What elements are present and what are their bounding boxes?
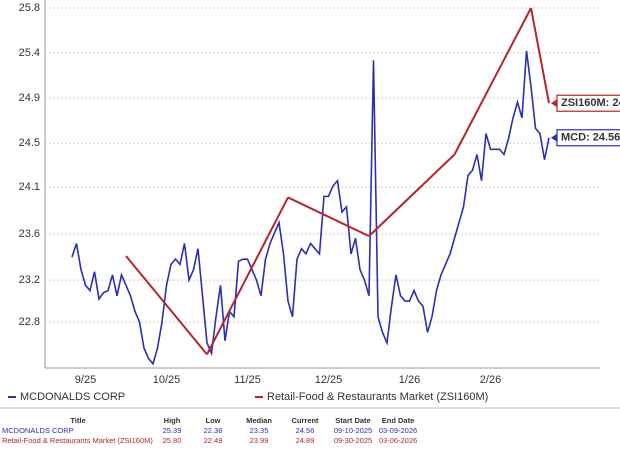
x-tick-label: 10/25 [153,374,181,386]
table-cell: 09-30-2025 [334,436,372,445]
table-cell: 25.39 [163,426,182,435]
table-header: Median [246,416,272,425]
table-cell: 23.35 [250,426,269,435]
series-segment [453,7,532,155]
y-tick-label: 23.6 [19,228,40,240]
end-label-pointer [551,133,557,142]
series-segment [206,196,289,355]
table-cell: 24.89 [296,436,315,445]
end-label-text: ZSI160M: 24.89 [561,97,620,109]
series-line [71,50,550,366]
end-label-pointer [551,99,557,108]
series-segment [530,7,550,104]
y-tick-label: 24.5 [19,137,40,149]
series-segment [368,153,456,237]
series-segment [287,196,370,238]
y-tick-label: 24.1 [19,181,40,193]
x-tick-label: 9/25 [75,374,96,386]
table-cell: 09-10-2025 [334,426,372,435]
end-label: ZSI160M: 24.89 [551,94,620,112]
table-cell: MCDONALDS CORP [2,426,74,435]
table-header: End Date [382,416,415,425]
x-tick-label: 2/26 [480,374,501,386]
table-cell: 03-09-2026 [379,426,417,435]
series-segment [125,255,208,356]
legend-label: Retail-Food & Restaurants Market (ZSI160… [267,391,488,403]
legend-label: MCDONALDS CORP [20,391,125,403]
y-tick-label: 25.8 [19,2,40,14]
y-tick-label: 22.8 [19,316,40,328]
end-label-text: MCD: 24.56 [561,132,620,144]
table-cell: 03-06-2026 [379,436,417,445]
table-cell: 25.80 [163,436,182,445]
table-header: Current [291,416,319,425]
x-tick-label: 1/26 [399,374,420,386]
table-cell: 22.36 [204,426,223,435]
table-header: Start Date [335,416,370,425]
y-tick-label: 24.9 [19,92,40,104]
table-cell: 23.99 [250,436,269,445]
table-cell: 22.49 [204,436,223,445]
y-tick-label: 25.4 [19,47,40,59]
table-cell: 24.56 [296,426,315,435]
table-cell: Retail-Food & Restaurants Market (ZSI160… [2,436,153,445]
table-header: Title [70,416,85,425]
table-header: Low [206,416,221,425]
y-tick-label: 23.2 [19,274,40,286]
x-tick-label: 11/25 [234,374,261,386]
x-tick-label: 12/25 [315,374,343,386]
table-header: High [164,416,181,425]
end-label: MCD: 24.56 [551,129,620,147]
